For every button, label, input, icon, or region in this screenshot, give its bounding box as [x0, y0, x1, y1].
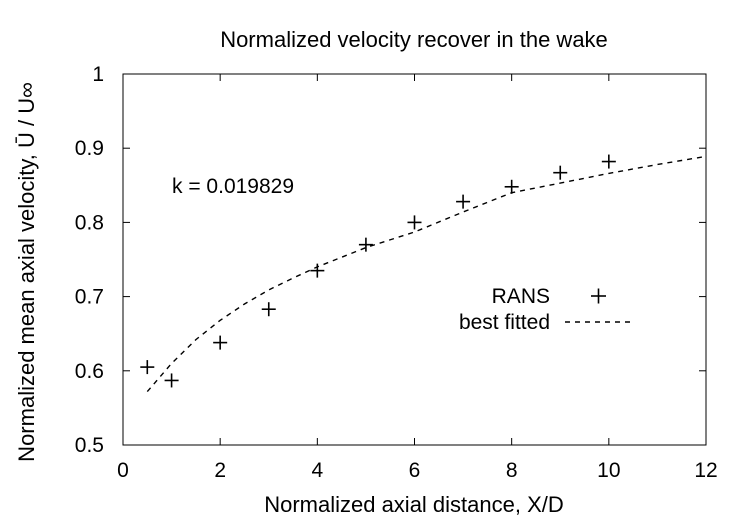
y-axis: 0.5 0.6 0.7 0.8 0.9 1 — [75, 63, 706, 457]
rans-point — [553, 165, 568, 180]
rans-point — [456, 194, 471, 209]
x-tick-label: 6 — [409, 459, 421, 482]
chart-title: Normalized velocity recover in the wake — [220, 27, 608, 52]
x-tick-label: 4 — [311, 459, 323, 482]
y-tick-label: 0.6 — [75, 360, 104, 383]
x-tick-label: 8 — [506, 459, 518, 482]
y-tick-label: 1 — [92, 63, 104, 86]
y-tick-label: 0.8 — [75, 211, 104, 234]
x-axis-label: Normalized axial distance, X/D — [264, 492, 564, 517]
fit-coefficient-annotation: k = 0.019829 — [172, 175, 294, 198]
legend-label-best-fitted: best fitted — [459, 311, 550, 334]
rans-point — [504, 179, 519, 194]
legend-label-rans: RANS — [492, 285, 550, 308]
x-tick-label: 12 — [694, 459, 717, 482]
rans-point — [213, 335, 228, 350]
plot-frame — [122, 73, 707, 446]
rans-point — [164, 373, 179, 388]
rans-point — [310, 263, 325, 278]
rans-point — [358, 237, 373, 252]
y-tick-label: 0.7 — [75, 286, 104, 309]
y-axis-label: Normalized mean axial velocity, Ū / U∞ — [14, 82, 39, 462]
x-axis: 0 2 4 6 8 10 12 — [117, 74, 718, 482]
y-tick-label: 0.9 — [75, 137, 104, 160]
x-tick-label: 2 — [214, 459, 226, 482]
legend: RANS best fitted — [459, 285, 633, 334]
rans-point — [601, 154, 616, 169]
x-tick-label: 0 — [117, 459, 129, 482]
rans-point — [140, 360, 155, 375]
rans-series — [140, 154, 616, 388]
y-tick-label: 0.5 — [75, 434, 104, 457]
rans-point — [261, 302, 276, 317]
plot-border — [122, 73, 707, 446]
rans-point — [407, 215, 422, 230]
legend-marker-rans — [591, 288, 606, 304]
x-tick-label: 10 — [597, 459, 620, 482]
